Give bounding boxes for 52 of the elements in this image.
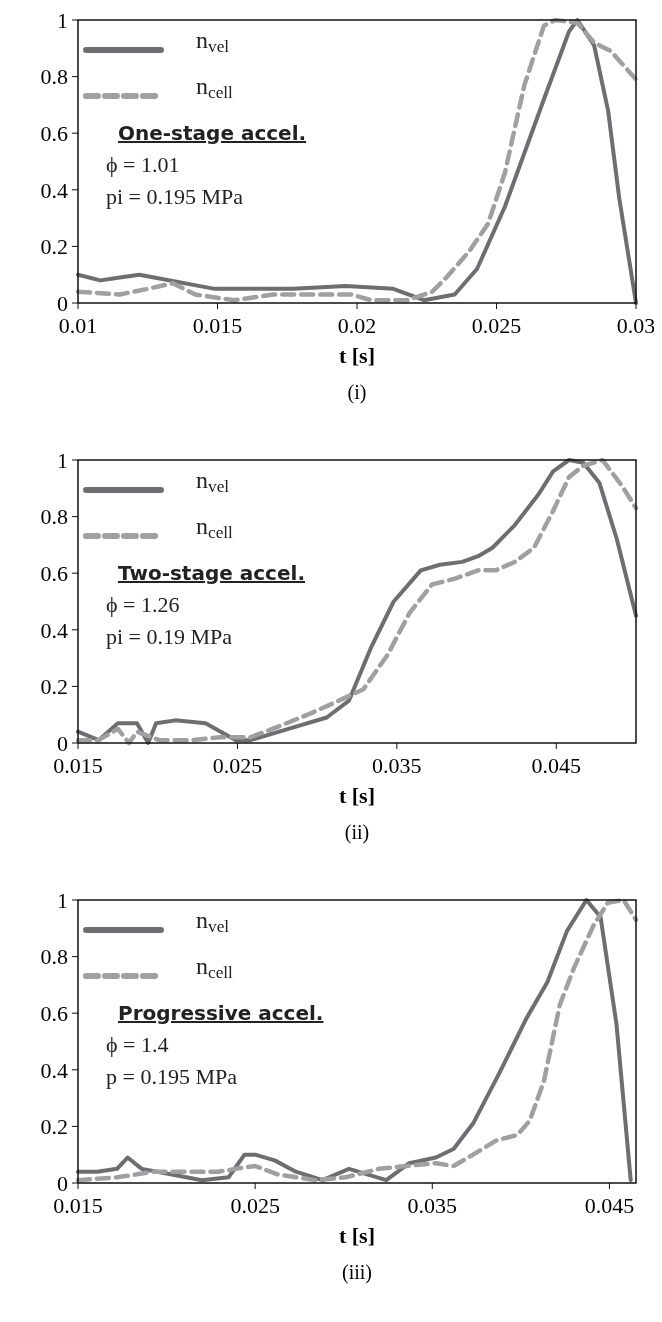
y-tick-label: 0.6 [40,120,68,146]
y-tick-label: 0.2 [40,1114,68,1140]
x-tick-label: 0.035 [372,753,422,778]
y-tick-label: 1 [57,7,68,33]
y-tick-label: 0 [57,290,68,316]
annotation: ϕ = 1.4 [106,1032,169,1057]
y-tick-label: 0 [57,730,68,756]
annotation: p = 0.195 MPa [106,1064,238,1089]
x-tick-label: 0.015 [53,1193,103,1218]
y-tick-label: 0.2 [40,674,68,700]
y-tick-label: 0.6 [40,1000,68,1026]
y-tick-label: 1 [57,887,68,913]
legend-label: n$_{vel}$ [196,907,230,937]
x-tick-label: 0.03 [616,313,656,338]
x-tick-label: 0.025 [471,313,522,338]
x-axis-title: t [s] [338,783,376,808]
y-tick-label: 0.4 [40,1057,68,1083]
legend-label: n$_{vel}$ [196,467,230,497]
y-tick-label: 0.2 [40,234,68,260]
x-tick-label: 0.025 [230,1193,280,1218]
legend-label: n$_{cell}$ [196,73,234,103]
x-tick-label: 0.01 [58,313,98,338]
legend-label: n$_{vel}$ [196,27,230,57]
x-tick-label: 0.025 [212,753,263,778]
x-tick-label: 0.015 [192,313,243,338]
y-tick-label: 0.4 [40,177,68,203]
x-tick-label: 0.045 [584,1193,635,1218]
y-tick-label: 1 [57,447,68,473]
x-axis-title: t [s] [338,1223,376,1248]
y-tick-label: 0.8 [40,504,68,530]
text: (i) [347,381,367,404]
annotation: One-stage accel. [118,121,307,145]
x-tick-label: 0.02 [337,313,377,338]
annotation: pi = 0.19 MPa [106,624,233,649]
text: (ii) [344,821,370,844]
x-tick-label: 0.045 [531,753,582,778]
annotation: ϕ = 1.26 [106,592,180,617]
text: (iii) [342,1261,372,1284]
annotation: Two-stage accel. [118,561,305,585]
x-tick-label: 0.015 [53,753,103,778]
y-tick-label: 0.4 [40,617,68,643]
annotation: Progressive accel. [118,1001,324,1025]
x-axis-title: t [s] [338,343,376,368]
x-tick-label: 0.035 [407,1193,458,1218]
annotation: ϕ = 1.01 [106,152,180,177]
y-tick-label: 0.8 [40,944,68,970]
legend-label: n$_{cell}$ [196,953,234,983]
annotation: pi = 0.195 MPa [106,184,244,209]
y-tick-label: 0.6 [40,560,68,586]
y-tick-label: 0.8 [40,64,68,90]
legend-label: n$_{cell}$ [196,513,234,543]
y-tick-label: 0 [57,1170,68,1196]
